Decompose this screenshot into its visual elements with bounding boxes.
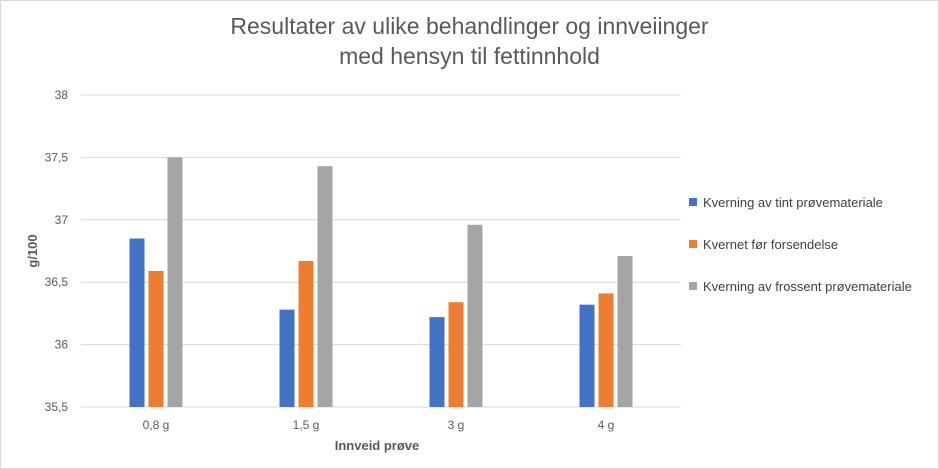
bar-series-3-category-3 <box>467 224 483 407</box>
legend: Kverning av tint prøvemateriale Kvernet f… <box>689 191 912 317</box>
legend-swatch <box>689 198 697 206</box>
x-tick-label: 0,8 g <box>143 418 170 432</box>
y-axis-title: g/100 <box>25 234 40 267</box>
chart-title-line-2: med hensyn til fettinnhold <box>339 43 600 69</box>
legend-item: Kverning av tint prøvemateriale <box>689 191 912 213</box>
y-tick-label: 36 <box>55 338 69 352</box>
y-tick-label: 38 <box>55 88 69 102</box>
bar-series-2-category-4 <box>598 293 614 407</box>
bar-series-1-category-1 <box>129 238 145 407</box>
bar-series-2-category-3 <box>448 302 464 407</box>
bar-series-3-category-2 <box>317 166 333 407</box>
y-tick-label: 35,5 <box>45 400 69 414</box>
bar-series-2-category-2 <box>298 260 314 407</box>
y-tick-label: 37 <box>55 213 69 227</box>
bar-series-1-category-2 <box>279 309 295 407</box>
bars <box>129 157 633 407</box>
legend-swatch <box>689 282 697 290</box>
y-tick-label: 36,5 <box>45 275 69 289</box>
legend-swatch <box>689 240 697 248</box>
x-tick-label: 4 g <box>598 418 615 432</box>
legend-item: Kverning av frossent prøvemateriale <box>689 275 912 297</box>
chart-title-line-1: Resultater av ulike behandlinger og innv… <box>230 13 709 39</box>
bar-series-1-category-3 <box>429 317 445 407</box>
x-tick-labels: 0,8 g 1,5 g 3 g 4 g <box>143 418 615 432</box>
y-tick-label: 37,5 <box>45 150 69 164</box>
x-tick-label: 3 g <box>448 418 465 432</box>
bar-series-2-category-1 <box>148 270 164 407</box>
bar-series-1-category-4 <box>579 304 595 407</box>
legend-label: Kverning av tint prøvemateriale <box>703 194 883 210</box>
bar-series-3-category-4 <box>617 255 633 407</box>
legend-label: Kverning av frossent prøvemateriale <box>703 278 912 294</box>
x-axis-title: Innveid prøve <box>335 438 420 453</box>
x-tick-label: 1,5 g <box>293 418 320 432</box>
legend-label: Kvernet før forsendelse <box>703 236 839 252</box>
legend-item: Kvernet før forsendelse <box>689 233 912 255</box>
bar-series-3-category-1 <box>167 157 183 407</box>
y-tick-labels: 35,5 36 36,5 37 37,5 38 <box>45 88 69 414</box>
